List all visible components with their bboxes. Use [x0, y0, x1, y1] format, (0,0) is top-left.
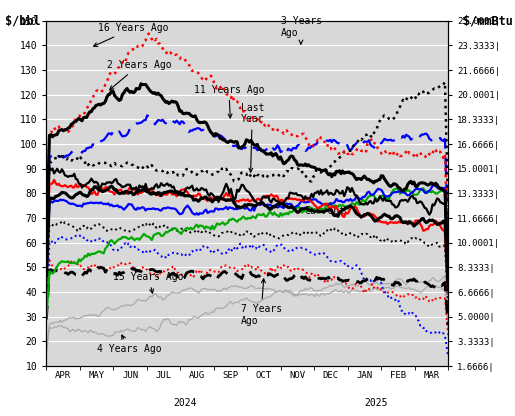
Text: 16 Years Ago: 16 Years Ago	[94, 23, 169, 47]
Text: Current: Current	[304, 206, 345, 216]
Text: Last
Year: Last Year	[241, 103, 264, 172]
Text: 4 Years Ago: 4 Years Ago	[97, 335, 161, 354]
Text: 7 Years
Ago: 7 Years Ago	[241, 279, 282, 326]
Text: 2025: 2025	[364, 398, 388, 408]
Text: $/bbl: $/bbl	[5, 15, 41, 27]
Text: 2024: 2024	[174, 398, 197, 408]
Text: 3 Years
Ago: 3 Years Ago	[281, 17, 322, 44]
Text: 2 Years Ago: 2 Years Ago	[107, 60, 171, 90]
Text: 15 Years Ago: 15 Years Ago	[113, 272, 184, 293]
Text: $/mmBtu: $/mmBtu	[462, 15, 512, 27]
Text: 11 Years Ago: 11 Years Ago	[194, 85, 264, 118]
